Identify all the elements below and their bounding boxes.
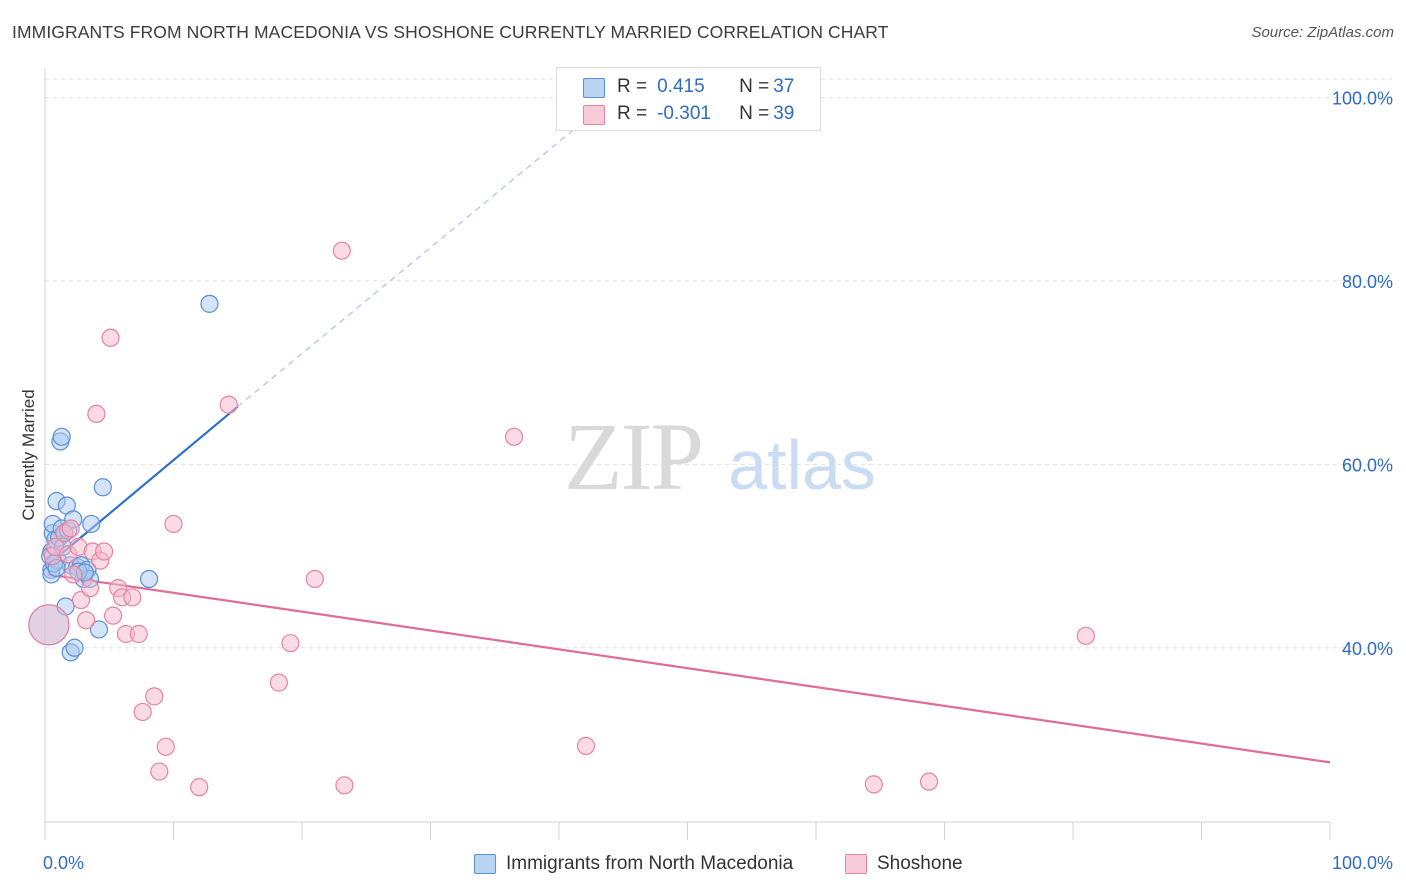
data-point-blue <box>93 478 112 497</box>
gridlines <box>45 78 1392 649</box>
correlation-legend: R = 0.415 N = 37 R = -0.301 N = 39 <box>556 67 821 131</box>
data-point-pink <box>28 604 70 646</box>
data-point-pink <box>281 634 300 653</box>
chart-title: IMMIGRANTS FROM NORTH MACEDONIA VS SHOSH… <box>12 22 889 42</box>
data-point-pink <box>576 736 596 755</box>
watermark: ZIP atlas <box>564 403 876 510</box>
source-note: Source: ZipAtlas.com <box>1251 24 1394 41</box>
y-tick-label: 100.0% <box>1332 89 1393 109</box>
legend-swatch-pink <box>583 105 605 125</box>
legend-row-blue: R = 0.415 N = 37 <box>583 74 794 100</box>
data-point-pink <box>1076 626 1095 645</box>
y-tick-label: 40.0% <box>1342 639 1393 659</box>
data-point-pink <box>87 404 106 424</box>
series-swatch-pink <box>845 854 867 874</box>
data-point-pink <box>269 673 288 692</box>
y-axis-label: Currently Married <box>19 389 38 520</box>
data-point-pink <box>335 776 354 795</box>
y-tick-label: 80.0% <box>1342 272 1393 292</box>
data-point-pink <box>64 565 83 584</box>
data-point-blue <box>52 427 71 446</box>
series-legend-blue: Immigrants from North Macedonia <box>474 851 793 877</box>
legend-r-value: 0.415 <box>657 76 705 97</box>
legend-n-label: N = <box>739 76 770 97</box>
data-point-blue <box>139 569 159 589</box>
data-points <box>28 241 1095 797</box>
data-point-pink <box>145 687 164 706</box>
data-point-pink <box>504 427 524 446</box>
series-label-blue: Immigrants from North Macedonia <box>506 853 794 874</box>
data-point-blue <box>89 620 109 639</box>
data-point-pink <box>77 611 96 630</box>
data-point-pink <box>101 328 120 347</box>
watermark-zip: ZIP <box>564 403 702 510</box>
data-point-pink <box>864 775 883 794</box>
data-point-pink <box>95 542 114 561</box>
legend-n-value: 37 <box>773 76 795 97</box>
trend-line-pink <box>47 573 1331 764</box>
data-point-pink <box>61 519 80 538</box>
legend-r-label: R = <box>617 103 648 124</box>
data-point-blue <box>65 638 84 657</box>
data-point-pink <box>305 569 324 589</box>
legend-n-value: 39 <box>773 103 795 124</box>
y-tick-label: 60.0% <box>1342 455 1393 475</box>
series-label-pink: Shoshone <box>877 853 963 874</box>
x-tick-label: 100.0% <box>1332 853 1393 873</box>
data-point-pink <box>190 778 209 797</box>
data-point-pink <box>156 737 175 756</box>
data-point-pink <box>104 606 123 625</box>
data-point-pink <box>219 395 238 414</box>
series-legend-pink: Shoshone <box>845 851 963 877</box>
series-swatch-blue <box>474 854 496 874</box>
x-tick-label: 0.0% <box>43 853 84 873</box>
data-point-blue <box>200 294 219 313</box>
data-point-pink <box>123 588 142 607</box>
legend-row-pink: R = -0.301 N = 39 <box>583 101 794 127</box>
data-point-pink <box>150 762 169 781</box>
trend-extension-blue <box>237 119 586 408</box>
legend-r-label: R = <box>617 76 648 97</box>
data-point-pink <box>80 579 100 598</box>
data-point-pink <box>133 702 152 722</box>
legend-swatch-blue <box>583 78 605 98</box>
legend-r-value: -0.301 <box>657 103 711 124</box>
data-point-pink <box>164 514 183 534</box>
data-point-pink <box>919 772 939 791</box>
watermark-atlas: atlas <box>728 426 876 504</box>
legend-n-label: N = <box>739 103 770 124</box>
data-point-pink <box>332 241 351 260</box>
data-point-pink <box>129 624 148 644</box>
axes: 40.0% 60.0% 80.0% 100.0% 0.0% 100.0% <box>43 68 1393 873</box>
data-point-blue <box>82 514 101 534</box>
